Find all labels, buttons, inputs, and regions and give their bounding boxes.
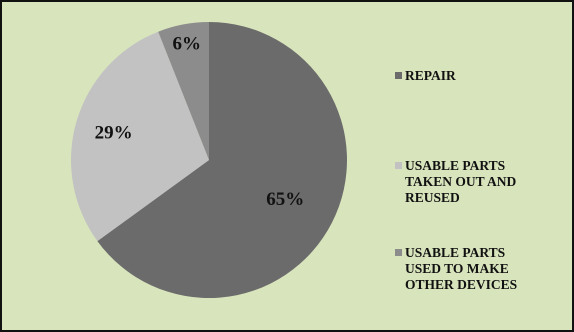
slice-label-3: 6% [173, 33, 202, 54]
legend-item-1: REPAIR [395, 68, 570, 84]
legend-swatch [395, 249, 402, 256]
slice-label-1: 65% [266, 189, 304, 210]
legend-text: USED TO MAKE [405, 261, 509, 276]
pie-slice-3 [158, 22, 209, 160]
pie-slice-1 [97, 22, 347, 299]
pie-slice-2 [70, 31, 209, 242]
legend-text: REPAIR [395, 68, 570, 84]
legend-text: TAKEN OUT AND [405, 174, 517, 189]
legend-text: OTHER DEVICES [405, 277, 518, 292]
slice-label-2: 29% [95, 122, 133, 143]
legend-item-3: USABLE PARTS USED TO MAKE OTHER DEVICES [395, 245, 570, 293]
legend-swatch [395, 72, 402, 79]
legend-text: USABLE PARTS [395, 158, 570, 174]
legend-swatch [395, 162, 402, 169]
legend-item-2: USABLE PARTS TAKEN OUT AND REUSED [395, 158, 570, 206]
legend-text: REUSED [405, 190, 460, 205]
legend-text: USABLE PARTS [395, 245, 570, 261]
